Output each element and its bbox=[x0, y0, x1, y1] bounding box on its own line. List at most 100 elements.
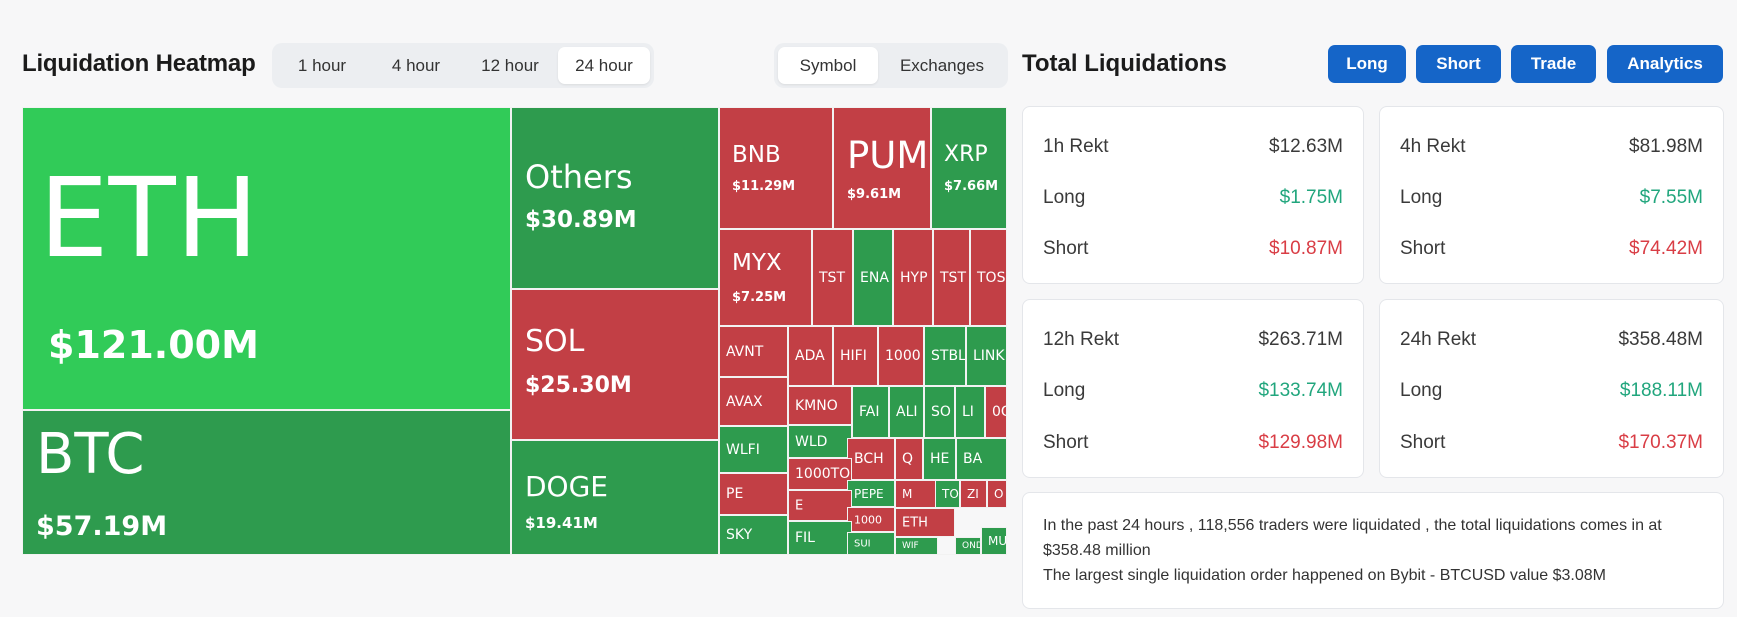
analytics-button[interactable]: Analytics bbox=[1607, 45, 1723, 83]
long-value: $1.75M bbox=[1279, 187, 1343, 208]
treemap-tile-sky[interactable]: SKY bbox=[719, 515, 788, 555]
tile-symbol: O bbox=[994, 487, 1004, 501]
treemap-tile-stbl[interactable]: STBL bbox=[924, 326, 966, 386]
short-button[interactable]: Short bbox=[1416, 45, 1501, 83]
tile-symbol: WIF bbox=[902, 541, 919, 551]
treemap-tile-a[interactable]: A bbox=[918, 554, 1007, 555]
tile-value: $57.19M bbox=[36, 511, 168, 542]
treemap-tile-wlfi[interactable]: WLFI bbox=[719, 426, 788, 473]
treemap-tile-fai[interactable]: FAI bbox=[852, 386, 889, 438]
rekt-total-row: 12h Rekt $263.71M bbox=[1043, 329, 1343, 351]
treemap-tile-he[interactable]: HE bbox=[923, 438, 956, 480]
rekt-short-row: Short $129.98M bbox=[1043, 432, 1343, 454]
treemap-tile-ena[interactable]: ENA bbox=[853, 229, 893, 326]
tile-value: $19.41M bbox=[525, 514, 598, 532]
long-button[interactable]: Long bbox=[1328, 45, 1406, 83]
heatmap-title: Liquidation Heatmap bbox=[22, 50, 256, 77]
treemap-tile-eth[interactable]: ETH bbox=[895, 508, 955, 537]
rekt-label: 4h Rekt bbox=[1400, 136, 1466, 157]
rekt-label: 12h Rekt bbox=[1043, 329, 1120, 350]
short-value: $10.87M bbox=[1269, 238, 1343, 259]
tile-symbol: E bbox=[795, 498, 804, 513]
treemap-tile-sui[interactable]: SUI bbox=[847, 532, 895, 555]
treemap-tile-sol[interactable]: SOL $25.30M bbox=[511, 289, 719, 440]
rekt-long-row: Long $7.55M bbox=[1400, 187, 1703, 209]
treemap-tile-others[interactable]: Others $30.89M bbox=[511, 107, 719, 289]
treemap-tile-btc[interactable]: BTC $57.19M bbox=[22, 410, 511, 555]
tile-value: $9.61M bbox=[847, 187, 902, 202]
liquidation-treemap: ETH $121.00M BTC $57.19M Others $30.89M SOL $25… bbox=[22, 107, 1007, 555]
treemap-tile-1000[interactable]: 1000 bbox=[847, 507, 895, 532]
treemap-tile-ada[interactable]: ADA bbox=[788, 326, 833, 386]
long-value: $188.11M bbox=[1619, 380, 1703, 401]
treemap-tile-pepe[interactable]: PEPE bbox=[847, 480, 895, 507]
treemap-tile-bch[interactable]: BCH bbox=[847, 438, 895, 480]
tile-symbol: Q bbox=[902, 451, 914, 467]
rekt-label: 24h Rekt bbox=[1400, 329, 1477, 350]
tile-symbol: OND bbox=[962, 541, 981, 551]
tab-24-hour[interactable]: 24 hour bbox=[558, 47, 650, 84]
treemap-tile-wld[interactable]: WLD bbox=[788, 425, 852, 458]
tile-symbol: 1000TOS bbox=[795, 466, 851, 482]
tile-value: $7.25M bbox=[732, 290, 787, 305]
treemap-tile-tst[interactable]: TST bbox=[933, 229, 970, 326]
tile-symbol: SO bbox=[931, 404, 951, 420]
tile-symbol: HYP bbox=[900, 269, 928, 286]
treemap-tile-hifi[interactable]: HIFI bbox=[833, 326, 878, 386]
long-label: Long bbox=[1043, 380, 1086, 401]
treemap-tile-tst[interactable]: TST bbox=[812, 229, 853, 326]
tab-12-hour[interactable]: 12 hour bbox=[481, 55, 539, 75]
treemap-tile-wif[interactable]: WIF bbox=[895, 537, 938, 555]
long-value: $133.74M bbox=[1258, 380, 1343, 401]
rekt-total-value: $358.48M bbox=[1618, 329, 1703, 350]
tile-symbol: FAI bbox=[859, 404, 880, 420]
tile-symbol: ALI bbox=[896, 404, 918, 420]
treemap-tile-ali[interactable]: ALI bbox=[889, 386, 924, 438]
tile-symbol: WLD bbox=[795, 433, 828, 450]
treemap-tile-link[interactable]: LINK bbox=[966, 326, 1007, 386]
treemap-tile-zi[interactable]: ZI bbox=[960, 480, 987, 508]
tab-1-hour[interactable]: 1 hour bbox=[297, 55, 347, 75]
treemap-tile-tos[interactable]: TOS bbox=[970, 229, 1007, 326]
treemap-tile-li[interactable]: LI bbox=[955, 386, 985, 438]
tile-symbol: DOGE bbox=[525, 470, 608, 503]
treemap-tile-doge[interactable]: DOGE $19.41M bbox=[511, 440, 719, 555]
rekt-short-row: Short $10.87M bbox=[1043, 238, 1343, 260]
treemap-tile-q[interactable]: Q bbox=[895, 438, 923, 480]
rekt-short-row: Short $74.42M bbox=[1400, 238, 1703, 260]
tile-symbol: MUE bbox=[988, 534, 1007, 548]
treemap-tile-1000[interactable]: 1000 bbox=[878, 326, 924, 386]
treemap-tile-bnb[interactable]: BNB $11.29M bbox=[719, 107, 833, 229]
tab-symbol[interactable]: Symbol bbox=[778, 47, 878, 84]
treemap-tile-o[interactable]: O bbox=[987, 480, 1007, 508]
treemap-tile-myx[interactable]: MYX $7.25M bbox=[719, 229, 812, 326]
tile-symbol: Others bbox=[525, 158, 633, 196]
tile-symbol: AVNT bbox=[726, 343, 764, 360]
treemap-tile-eth[interactable]: ETH $121.00M bbox=[22, 107, 511, 410]
treemap-tile-e[interactable]: E bbox=[788, 490, 852, 521]
treemap-tile-so[interactable]: SO bbox=[924, 386, 955, 438]
treemap-tile-pe[interactable]: PE bbox=[719, 473, 788, 515]
tile-symbol: ENA bbox=[860, 269, 889, 286]
treemap-tile-ton[interactable]: TON bbox=[935, 480, 960, 508]
total-liquidations-title: Total Liquidations bbox=[1022, 50, 1227, 77]
tile-symbol: ETH bbox=[39, 154, 259, 282]
treemap-tile-ond[interactable]: OND bbox=[955, 537, 981, 555]
treemap-tile-avax[interactable]: AVAX bbox=[719, 377, 788, 426]
treemap-tile-h[interactable]: H bbox=[913, 554, 918, 555]
treemap-tile-xrp[interactable]: XRP $7.66M bbox=[931, 107, 1007, 229]
trade-button[interactable]: Trade bbox=[1511, 45, 1596, 83]
treemap-tile-fil[interactable]: FIL bbox=[788, 521, 852, 555]
treemap-tile-pump[interactable]: PUMP $9.61M bbox=[833, 107, 931, 229]
tab-exchanges[interactable]: Exchanges bbox=[899, 55, 985, 75]
summary-text: In the past 24 hours , 118,556 traders w… bbox=[1043, 517, 1662, 559]
treemap-tile-hyp[interactable]: HYP bbox=[893, 229, 933, 326]
tab-4-hour[interactable]: 4 hour bbox=[391, 55, 441, 75]
treemap-tile-kmno[interactable]: KMNO bbox=[788, 386, 852, 425]
tile-symbol: SUI bbox=[854, 538, 871, 549]
treemap-tile-0g[interactable]: 0G bbox=[985, 386, 1007, 438]
treemap-tile-ba[interactable]: BA bbox=[956, 438, 1007, 480]
treemap-tile-mue[interactable]: MUE bbox=[981, 527, 1007, 555]
treemap-tile-1000tos[interactable]: 1000TOS bbox=[788, 458, 852, 490]
treemap-tile-avnt[interactable]: AVNT bbox=[719, 326, 788, 377]
